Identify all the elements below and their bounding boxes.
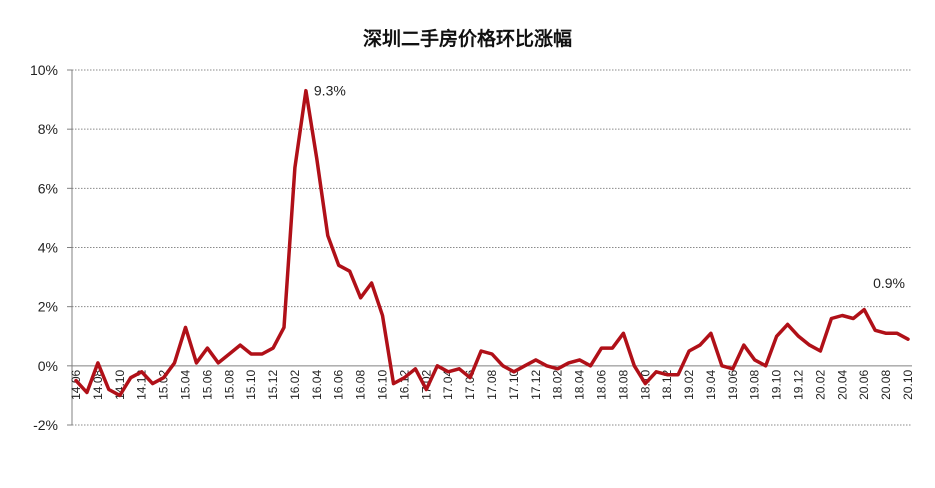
x-tick-label: 19.02 bbox=[682, 370, 696, 400]
x-tick-label: 20.04 bbox=[835, 370, 849, 400]
x-tick-label: 20.08 bbox=[879, 370, 893, 400]
series-line bbox=[74, 88, 910, 398]
x-tick-label: 16.08 bbox=[354, 370, 368, 400]
x-tick-label: 18.08 bbox=[616, 370, 630, 400]
series-layer bbox=[74, 88, 910, 398]
y-tick-label: 8% bbox=[38, 121, 58, 137]
chart-title: 深圳二手房价格环比涨幅 bbox=[362, 28, 572, 50]
x-tick-label: 18.06 bbox=[594, 370, 608, 400]
x-tick-label: 19.08 bbox=[748, 370, 762, 400]
x-tick-label: 19.10 bbox=[770, 370, 784, 400]
x-tick-label: 19.04 bbox=[704, 370, 718, 400]
x-tick-label: 15.12 bbox=[266, 370, 280, 400]
x-tick-label: 17.12 bbox=[529, 370, 543, 400]
x-tick-label: 18.12 bbox=[660, 370, 674, 400]
x-tick-label: 20.02 bbox=[813, 370, 827, 400]
x-tick-label: 15.08 bbox=[222, 370, 236, 400]
annotations: 9.3% 0.9% bbox=[314, 83, 905, 292]
x-axis-ticks: 14.06 14.08 14.10 14.12 15.02 15.04 15.06 15.08… bbox=[69, 370, 915, 400]
y-tick-label: -2% bbox=[33, 417, 58, 433]
annotation-label: 9.3% bbox=[314, 83, 346, 99]
x-tick-label: 15.10 bbox=[244, 370, 258, 400]
y-tick-label: 2% bbox=[38, 299, 58, 315]
y-tick-label: 4% bbox=[38, 240, 58, 256]
x-tick-label: 16.02 bbox=[288, 370, 302, 400]
x-tick-label: 20.10 bbox=[901, 370, 915, 400]
x-tick-label: 19.06 bbox=[726, 370, 740, 400]
x-tick-label: 15.04 bbox=[178, 370, 192, 400]
axes bbox=[71, 70, 912, 425]
y-tick-label: 0% bbox=[38, 358, 58, 374]
gridlines bbox=[72, 69, 912, 426]
x-tick-label: 19.12 bbox=[792, 370, 806, 400]
x-tick-label: 17.08 bbox=[485, 370, 499, 400]
x-tick-label: 15.06 bbox=[200, 370, 214, 400]
y-axis-ticks: -2% 0% 2% 4% 6% 8% 10% bbox=[30, 62, 72, 433]
x-tick-label: 20.06 bbox=[857, 370, 871, 400]
x-tick-label: 17.10 bbox=[507, 370, 521, 400]
y-tick-label: 6% bbox=[38, 180, 58, 196]
y-tick-label: 10% bbox=[30, 62, 58, 78]
x-tick-label: 17.04 bbox=[441, 370, 455, 400]
x-tick-label: 16.10 bbox=[376, 370, 390, 400]
x-tick-label: 16.04 bbox=[310, 370, 324, 400]
x-tick-label: 15.02 bbox=[157, 370, 171, 400]
x-tick-label: 18.02 bbox=[551, 370, 565, 400]
x-tick-label: 14.06 bbox=[69, 370, 83, 400]
x-tick-label: 16.06 bbox=[332, 370, 346, 400]
x-tick-label: 17.02 bbox=[419, 370, 433, 400]
x-tick-label: 18.04 bbox=[573, 370, 587, 400]
annotation-label: 0.9% bbox=[873, 275, 905, 291]
